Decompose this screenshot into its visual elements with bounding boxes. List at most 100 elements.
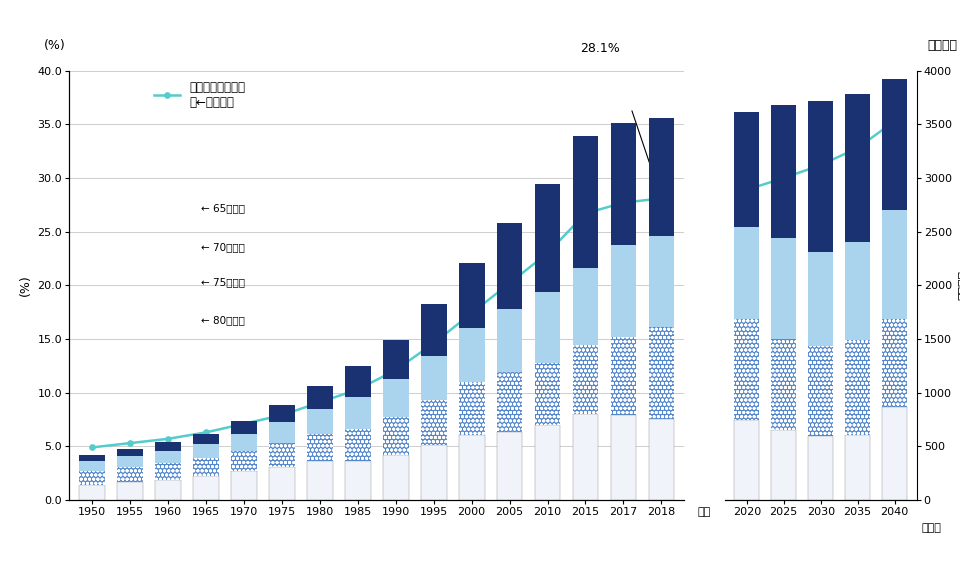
- Bar: [345, 366, 371, 397]
- Bar: [808, 346, 833, 436]
- Bar: [845, 94, 870, 242]
- Bar: [459, 328, 485, 382]
- Bar: [845, 340, 870, 434]
- Bar: [535, 184, 561, 292]
- Bar: [193, 434, 219, 444]
- Bar: [269, 467, 295, 500]
- Bar: [155, 451, 180, 463]
- Bar: [572, 136, 598, 268]
- Bar: [611, 337, 636, 415]
- Bar: [383, 455, 409, 500]
- Bar: [572, 414, 598, 500]
- Text: (%): (%): [44, 38, 65, 52]
- Bar: [649, 236, 674, 327]
- Bar: [734, 319, 759, 420]
- Bar: [496, 432, 522, 500]
- Y-axis label: (%): (%): [19, 275, 32, 296]
- Bar: [383, 340, 409, 379]
- Bar: [230, 471, 256, 500]
- Bar: [79, 455, 105, 462]
- Bar: [269, 443, 295, 467]
- Bar: [496, 372, 522, 432]
- Bar: [649, 327, 674, 419]
- Bar: [771, 430, 796, 500]
- Bar: [649, 419, 674, 500]
- Bar: [808, 101, 833, 252]
- Bar: [459, 435, 485, 500]
- Bar: [734, 111, 759, 227]
- Bar: [459, 263, 485, 328]
- Bar: [155, 463, 180, 480]
- Bar: [808, 436, 833, 500]
- Bar: [117, 455, 143, 467]
- Bar: [496, 224, 522, 309]
- Bar: [572, 268, 598, 345]
- Bar: [193, 444, 219, 458]
- Bar: [193, 458, 219, 476]
- Bar: [535, 292, 561, 363]
- Bar: [79, 471, 105, 485]
- Bar: [459, 382, 485, 435]
- Bar: [882, 407, 907, 500]
- Bar: [79, 462, 105, 471]
- Bar: [383, 416, 409, 455]
- Bar: [345, 460, 371, 500]
- Bar: [307, 408, 332, 434]
- Text: （年）: （年）: [922, 523, 942, 533]
- Text: （万人）: （万人）: [927, 38, 957, 52]
- Bar: [808, 252, 833, 346]
- Bar: [230, 434, 256, 451]
- Bar: [845, 340, 870, 434]
- Bar: [383, 416, 409, 455]
- Bar: [611, 415, 636, 500]
- Bar: [307, 434, 332, 462]
- Bar: [420, 445, 446, 500]
- Bar: [572, 345, 598, 414]
- Bar: [496, 309, 522, 372]
- Bar: [230, 451, 256, 471]
- Bar: [611, 246, 636, 337]
- Bar: [307, 462, 332, 500]
- Bar: [383, 379, 409, 416]
- Bar: [420, 304, 446, 356]
- Bar: [420, 356, 446, 401]
- Bar: [155, 480, 180, 500]
- Text: ← 80歳以上: ← 80歳以上: [202, 315, 245, 325]
- Bar: [230, 421, 256, 434]
- Bar: [535, 363, 561, 425]
- Bar: [117, 467, 143, 483]
- Bar: [117, 467, 143, 483]
- Bar: [193, 458, 219, 476]
- Bar: [420, 401, 446, 445]
- Bar: [845, 242, 870, 340]
- Text: ← 65歳以上: ← 65歳以上: [202, 203, 246, 213]
- Bar: [572, 345, 598, 414]
- Bar: [771, 105, 796, 238]
- Bar: [269, 423, 295, 443]
- Bar: [420, 401, 446, 445]
- Bar: [193, 476, 219, 500]
- Y-axis label: （万人）: （万人）: [957, 270, 960, 301]
- Bar: [535, 425, 561, 500]
- Text: 〈〈: 〈〈: [698, 507, 711, 517]
- Bar: [117, 449, 143, 455]
- Bar: [649, 327, 674, 419]
- Bar: [771, 339, 796, 430]
- Bar: [459, 382, 485, 435]
- Bar: [734, 227, 759, 319]
- Text: ← 75歳以上: ← 75歳以上: [202, 277, 246, 287]
- Bar: [771, 238, 796, 339]
- Bar: [345, 397, 371, 428]
- Bar: [845, 434, 870, 500]
- Bar: [155, 463, 180, 480]
- Bar: [79, 471, 105, 485]
- Legend: 高齢者人口の割合
（←左目盛）: 高齢者人口の割合 （←左目盛）: [149, 76, 250, 114]
- Bar: [611, 337, 636, 415]
- Bar: [269, 405, 295, 423]
- Bar: [79, 485, 105, 500]
- Bar: [734, 319, 759, 420]
- Bar: [771, 339, 796, 430]
- Bar: [611, 123, 636, 246]
- Bar: [535, 363, 561, 425]
- Bar: [269, 443, 295, 467]
